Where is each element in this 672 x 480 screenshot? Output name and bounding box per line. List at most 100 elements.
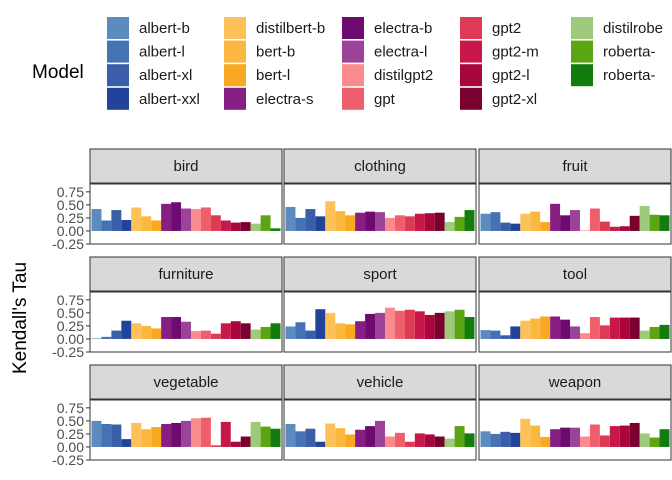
legend-key-distilbert-b	[224, 17, 246, 39]
bar-vehicle-distilbert-b	[325, 423, 336, 447]
bar-tool-bert-b	[530, 318, 541, 339]
bar-clothing-electra-l	[375, 212, 385, 231]
bar-furniture-albert-l	[101, 336, 112, 339]
bar-fruit-albert-b	[480, 213, 491, 231]
bar-sport-albert-b	[285, 326, 296, 339]
facet-title: fruit	[562, 158, 588, 175]
facet-panel-clothing: clothing	[283, 148, 477, 245]
legend-key-gpt	[342, 87, 364, 110]
bar-sport-distilroberta-b	[444, 311, 455, 339]
bar-sport-distilbert-b	[325, 312, 336, 339]
bar-sport-gpt2	[404, 309, 415, 339]
bar-furniture-gpt	[200, 330, 211, 339]
bar-vegetable-albert-l	[101, 424, 112, 447]
facet-panel-fruit: fruit	[478, 148, 672, 245]
legend-key-bert-l	[224, 64, 246, 87]
bar-vehicle-distilroberta-b	[444, 438, 455, 447]
bar-weapon-albert-xxl	[510, 432, 521, 447]
bar-weapon-gpt	[589, 424, 600, 447]
bar-tool-bert-l	[540, 316, 551, 339]
bar-fruit-albert-xxl	[510, 223, 521, 231]
bar-weapon-gpt2-m	[609, 426, 620, 447]
bar-sport-albert-xl	[305, 330, 316, 339]
facet-strip	[89, 364, 283, 400]
y-tick-label: 0.25	[57, 318, 84, 334]
bar-tool-gpt2-l	[619, 317, 630, 339]
bar-tool-albert-xl	[500, 335, 511, 339]
facet-panel-weapon: weapon	[478, 364, 672, 461]
bar-fruit-electra-s	[550, 203, 561, 231]
facet-title: furniture	[158, 266, 213, 283]
bar-fruit-gpt	[589, 208, 600, 231]
bar-fruit-gpt2-xl	[629, 215, 640, 231]
bar-clothing-electra-s	[355, 212, 366, 231]
bar-weapon-albert-b	[480, 431, 491, 447]
bar-vehicle-bert-l	[345, 434, 356, 447]
bar-vegetable-gpt2-m	[220, 421, 231, 447]
bar-vegetable-roberta-b	[260, 426, 271, 447]
bar-tool-distilbert-b	[520, 320, 531, 339]
panel-border	[89, 399, 283, 461]
bar-sport-electra-l	[375, 312, 385, 339]
y-tick-label: -0.25	[52, 452, 84, 468]
legend-key-distilgpt2	[342, 64, 364, 87]
bar-sport-gpt	[394, 310, 405, 339]
legend-key-electra-b	[342, 17, 364, 39]
bar-vehicle-bert-b	[335, 428, 346, 447]
bar-fruit-albert-l	[490, 212, 501, 231]
legend-label-albert-l: albert-l	[139, 44, 185, 61]
bar-tool-albert-l	[490, 330, 501, 339]
facet-strip	[89, 148, 283, 184]
y-tick-label: 0.00	[57, 223, 84, 239]
bar-vehicle-albert-xl	[305, 428, 316, 447]
bar-bird-gpt2-xl	[240, 222, 251, 231]
bar-vegetable-electra-b	[171, 422, 182, 447]
legend-key-bert-b	[224, 40, 246, 63]
bar-bird-gpt2-l	[230, 222, 241, 231]
bar-clothing-gpt	[394, 215, 405, 231]
bar-vehicle-electra-b	[365, 426, 376, 447]
bar-vehicle-roberta-b	[454, 426, 465, 447]
bar-weapon-bert-b	[530, 425, 541, 447]
legend-label-gpt2: gpt2	[492, 20, 521, 37]
legend-key-roberta-b	[571, 40, 593, 63]
bar-bird-albert-b	[91, 209, 102, 231]
legend-key-distilroberta-b	[571, 17, 593, 39]
bar-vegetable-distilgpt2	[190, 418, 201, 447]
bar-bird-roberta-b	[260, 215, 271, 231]
legend-label-gpt2-xl: gpt2-xl	[492, 91, 537, 108]
legend-key-albert-b	[107, 17, 129, 39]
bar-sport-bert-b	[335, 323, 346, 339]
bar-clothing-gpt2	[404, 216, 415, 231]
bar-vegetable-gpt	[200, 417, 211, 447]
bar-sport-electra-b	[365, 313, 376, 339]
bar-bird-distilroberta-b	[250, 223, 261, 231]
bar-fruit-distilgpt2	[579, 230, 590, 232]
facet-strip	[283, 364, 477, 400]
bar-fruit-roberta-l	[659, 215, 670, 231]
bar-furniture-albert-xl	[111, 330, 122, 339]
bar-clothing-distilgpt2	[384, 217, 395, 231]
bar-furniture-gpt2-xl	[240, 323, 251, 339]
bar-tool-roberta-b	[649, 326, 660, 339]
y-tick-label: 0.25	[57, 210, 84, 226]
bar-vehicle-distilgpt2	[384, 436, 395, 447]
bar-weapon-distilgpt2	[579, 436, 590, 447]
bar-vehicle-albert-xxl	[315, 441, 326, 447]
bar-furniture-roberta-b	[260, 326, 271, 339]
bar-furniture-distilgpt2	[190, 331, 201, 339]
facet-strip	[89, 256, 283, 292]
bar-bird-roberta-l	[270, 228, 281, 231]
facet-title: vegetable	[153, 374, 218, 391]
bar-vegetable-gpt2-l	[230, 441, 241, 447]
facet-panel-vehicle: vehicle	[283, 364, 477, 461]
facet-panel-furniture: furniture -0.250.000.250.500.75	[52, 256, 283, 360]
panel-border	[478, 291, 672, 353]
y-axis-title: Kendall's Tau	[10, 262, 31, 374]
facet-strip	[478, 364, 672, 400]
bar-fruit-gpt2-m	[609, 226, 620, 231]
y-tick-label: -0.25	[52, 236, 84, 252]
bar-bird-electra-l	[181, 208, 191, 231]
bar-vehicle-gpt2	[404, 441, 415, 447]
